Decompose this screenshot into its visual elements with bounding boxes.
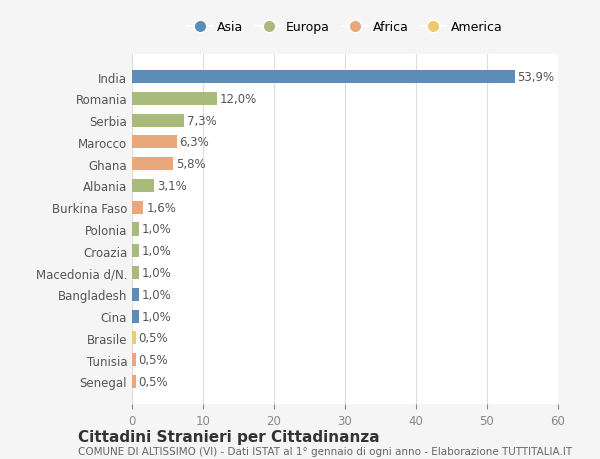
- Text: 1,0%: 1,0%: [142, 223, 172, 236]
- Bar: [132, 353, 136, 366]
- Bar: [132, 245, 139, 258]
- Text: 1,0%: 1,0%: [142, 310, 172, 323]
- Legend: Asia, Europa, Africa, America: Asia, Europa, Africa, America: [182, 16, 508, 39]
- Bar: [132, 288, 139, 301]
- Bar: [132, 331, 136, 345]
- Bar: [132, 223, 139, 236]
- Bar: [132, 310, 139, 323]
- Bar: [132, 158, 173, 171]
- Text: Cittadini Stranieri per Cittadinanza: Cittadini Stranieri per Cittadinanza: [78, 429, 380, 444]
- Bar: [132, 136, 177, 149]
- Bar: [132, 71, 515, 84]
- Text: 1,0%: 1,0%: [142, 267, 172, 280]
- Text: 1,6%: 1,6%: [146, 202, 176, 214]
- Text: 0,5%: 0,5%: [139, 375, 168, 388]
- Text: COMUNE DI ALTISSIMO (VI) - Dati ISTAT al 1° gennaio di ogni anno - Elaborazione : COMUNE DI ALTISSIMO (VI) - Dati ISTAT al…: [78, 447, 572, 456]
- Text: 5,8%: 5,8%: [176, 158, 206, 171]
- Bar: [132, 266, 139, 280]
- Bar: [132, 201, 143, 214]
- Text: 3,1%: 3,1%: [157, 179, 187, 192]
- Bar: [132, 93, 217, 106]
- Text: 6,3%: 6,3%: [179, 136, 209, 149]
- Text: 53,9%: 53,9%: [518, 71, 554, 84]
- Bar: [132, 114, 184, 128]
- Text: 1,0%: 1,0%: [142, 288, 172, 301]
- Text: 1,0%: 1,0%: [142, 245, 172, 257]
- Text: 0,5%: 0,5%: [139, 331, 168, 345]
- Text: 12,0%: 12,0%: [220, 93, 257, 106]
- Bar: [132, 179, 154, 193]
- Bar: [132, 375, 136, 388]
- Text: 7,3%: 7,3%: [187, 114, 217, 128]
- Text: 0,5%: 0,5%: [139, 353, 168, 366]
